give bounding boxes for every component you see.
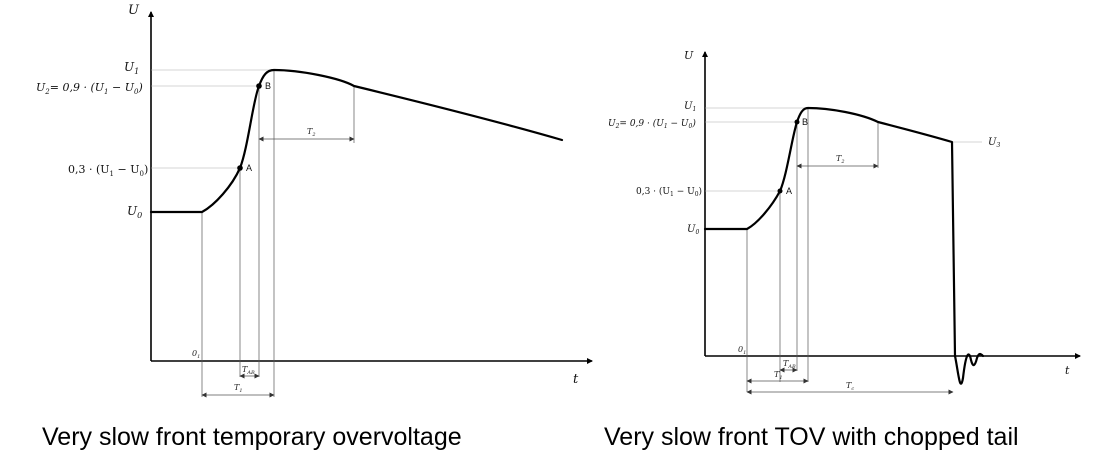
- left-label-u0: U0: [127, 204, 142, 220]
- left-axis-label-u: U: [128, 3, 140, 18]
- left-t1-label: T1: [234, 383, 243, 394]
- left-point-b-label: B: [265, 81, 271, 91]
- left-label-u2: U2= 0,9 · (U1 − U0): [36, 81, 143, 96]
- left-t2-label: T2: [307, 127, 316, 138]
- right-tc-label: Tc: [846, 381, 854, 392]
- left-axis-label-t: t: [573, 372, 579, 387]
- left-point-a-dot: [237, 165, 243, 171]
- right-label-u1: U1: [684, 101, 696, 113]
- right-axis-label-u: U: [684, 49, 694, 62]
- right-t2-label: T2: [836, 154, 845, 165]
- left-tab-label: TAB: [242, 365, 255, 376]
- left-waveform-curve: [149, 68, 564, 214]
- right-point-a-label: A: [786, 186, 792, 196]
- right-label-u3: U3: [988, 137, 1000, 149]
- right-t1-label: T1: [774, 370, 783, 381]
- left-point-a-label: A: [246, 163, 252, 173]
- right-label-u2: U2= 0,9 · (U1 − U0): [608, 118, 696, 130]
- right-label-03: 0,3 · (U1 − U0): [636, 186, 702, 198]
- right-label-u0: U0: [687, 224, 699, 236]
- left-label-u1: U1: [124, 60, 139, 76]
- right-waveform-curve: [703, 106, 985, 385]
- left-caption: Very slow front temporary overvoltage: [42, 423, 462, 451]
- right-axis-label-t: t: [1065, 364, 1070, 377]
- right-diagram: U t A B U1 U2= 0,9 · (U1 − U0) 0,3 · (U1…: [604, 49, 1081, 451]
- left-origin-label: 01: [192, 349, 200, 360]
- right-point-b-label: B: [802, 117, 808, 127]
- right-caption: Very slow front TOV with chopped tail: [604, 423, 1019, 451]
- right-tab-label: TAB: [783, 359, 796, 370]
- left-diagram: U t A B U1 U2= 0,9 · (U1 − U0) 0,3 · (U1…: [36, 3, 593, 451]
- right-point-a-dot: [777, 188, 783, 194]
- right-origin-label: 01: [738, 345, 746, 356]
- right-point-b-dot: [794, 119, 800, 125]
- left-label-03: 0,3 · (U1 − U0): [68, 163, 148, 178]
- left-point-b-dot: [256, 83, 262, 89]
